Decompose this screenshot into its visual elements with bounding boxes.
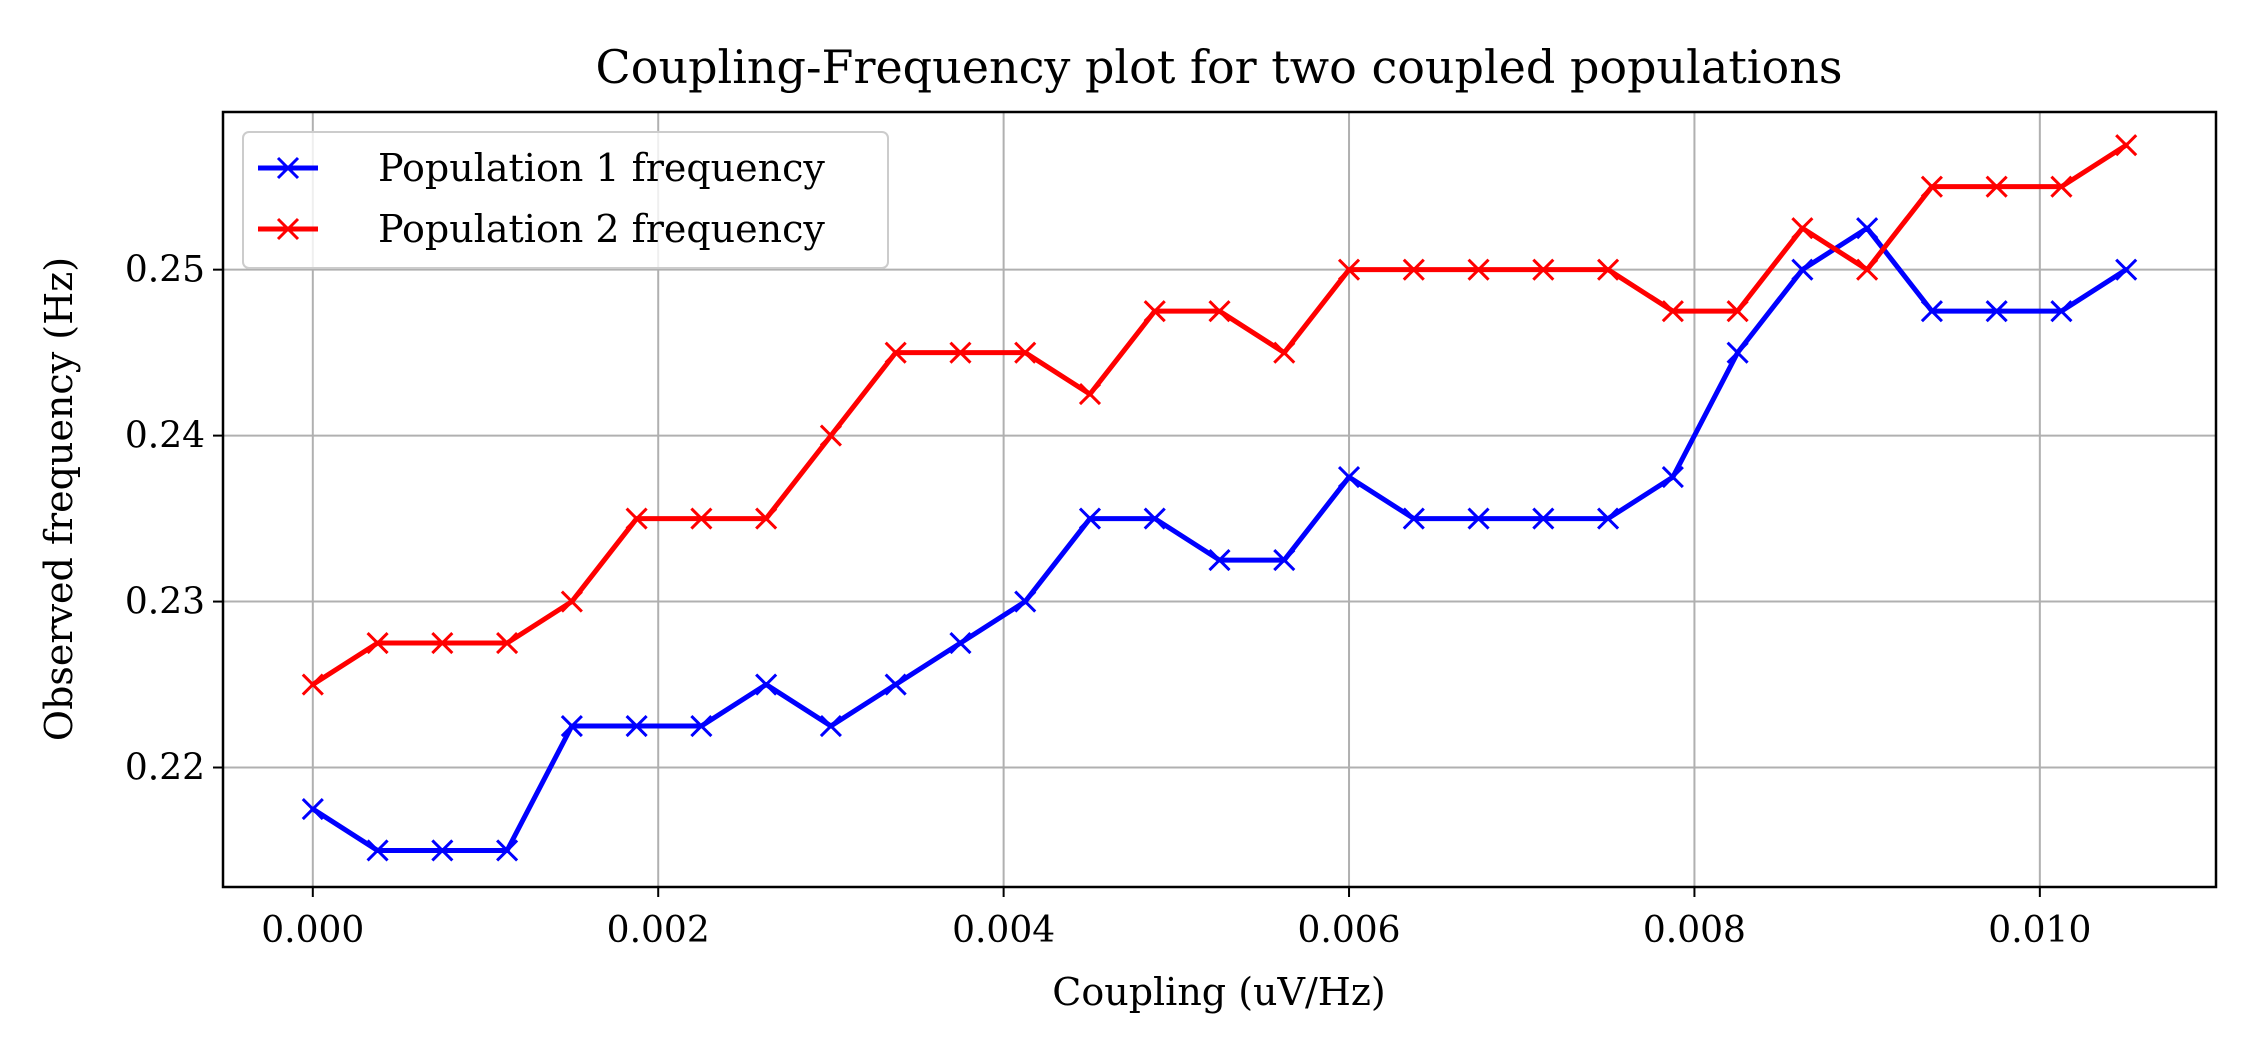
series-layer	[301, 134, 2138, 862]
data-point-marker	[1467, 258, 1490, 281]
x-tick-label: 0.000	[261, 910, 364, 951]
x-tick-label: 0.010	[1988, 910, 2091, 951]
data-point-marker	[301, 673, 324, 696]
data-point-marker	[755, 673, 778, 696]
data-point-marker	[1791, 258, 1814, 281]
data-point-marker	[1337, 466, 1361, 489]
data-point-marker	[1856, 217, 1879, 240]
data-point-marker	[2050, 175, 2073, 198]
data-point-marker	[2115, 134, 2138, 157]
data-point-marker	[1273, 341, 1296, 364]
y-axis-ticks: 0.22 0.23 0.24 0.25	[125, 250, 223, 789]
data-point-marker	[949, 341, 972, 364]
y-tick-label: 0.22	[125, 748, 205, 789]
data-point-marker	[884, 341, 907, 364]
data-point-marker	[819, 714, 842, 738]
y-tick-label: 0.25	[125, 250, 205, 291]
data-point-marker	[1532, 507, 1555, 530]
data-point-marker	[1597, 507, 1620, 530]
data-point-marker	[690, 714, 713, 738]
data-point-marker	[366, 631, 389, 655]
data-point-marker	[1791, 217, 1814, 240]
data-point-marker	[1143, 507, 1166, 530]
data-point-marker	[431, 839, 454, 862]
data-point-marker	[1402, 258, 1425, 281]
y-tick-label: 0.24	[125, 416, 205, 457]
data-point-marker	[1402, 507, 1425, 530]
x-axis-label: Coupling (uV/Hz)	[1052, 970, 1385, 1014]
data-point-marker	[625, 714, 648, 738]
data-point-marker	[1143, 300, 1166, 323]
data-point-marker	[625, 507, 648, 530]
data-point-marker	[2050, 300, 2073, 323]
data-point-marker	[1920, 300, 1943, 323]
y-axis-label: Observed frequency (Hz)	[37, 257, 81, 741]
chart-title: Coupling-Frequency plot for two coupled …	[596, 40, 1843, 94]
data-point-marker	[1467, 507, 1490, 530]
legend-label: Population 2 frequency	[378, 207, 825, 251]
data-point-marker	[819, 424, 842, 447]
data-point-marker	[1661, 466, 1684, 489]
grid-lines	[223, 112, 2216, 887]
data-point-marker	[1726, 300, 1749, 323]
data-point-marker	[1208, 549, 1231, 572]
data-point-marker	[1014, 341, 1037, 364]
data-point-marker	[1920, 175, 1943, 198]
data-point-marker	[560, 590, 583, 613]
legend-box	[242, 131, 889, 269]
legend-entry-2: Population 2 frequency	[258, 207, 825, 251]
data-point-marker	[301, 797, 324, 821]
legend-entry-1: Population 1 frequency	[258, 146, 825, 190]
data-point-marker	[1661, 300, 1684, 323]
legend-marker-swatch	[276, 217, 300, 241]
data-point-marker	[1078, 383, 1102, 406]
data-point-marker	[1337, 258, 1361, 281]
series-1	[301, 217, 2138, 862]
data-point-marker	[1597, 258, 1620, 281]
legend-label: Population 1 frequency	[378, 146, 825, 190]
x-tick-label: 0.004	[952, 910, 1055, 951]
data-point-marker	[2115, 258, 2138, 281]
plot-frame	[221, 110, 2218, 889]
data-point-marker	[1532, 258, 1555, 281]
data-point-marker	[690, 507, 713, 530]
series-2	[301, 134, 2138, 696]
data-point-marker	[884, 673, 907, 696]
data-point-marker	[431, 631, 454, 655]
legend: Population 1 frequency Population 2 frequ…	[242, 131, 889, 269]
data-point-marker	[755, 507, 778, 530]
data-point-marker	[496, 631, 519, 655]
y-tick-label: 0.23	[125, 582, 205, 623]
data-point-marker	[1078, 507, 1102, 530]
data-point-marker	[1726, 341, 1749, 364]
data-point-marker	[1985, 175, 2008, 198]
data-point-marker	[366, 839, 389, 862]
data-point-marker	[1014, 590, 1037, 613]
x-tick-label: 0.002	[607, 910, 710, 951]
data-point-marker	[496, 839, 519, 862]
x-axis-ticks: 0.000 0.002 0.004 0.006 0.008 0.010	[261, 887, 2091, 951]
x-tick-label: 0.006	[1297, 910, 1400, 951]
data-point-marker	[560, 714, 583, 738]
data-point-marker	[1208, 300, 1231, 323]
legend-marker-swatch	[276, 156, 300, 180]
data-point-marker	[1856, 258, 1879, 281]
data-point-marker	[1985, 300, 2008, 323]
data-point-marker	[949, 631, 972, 655]
data-point-marker	[1273, 549, 1296, 572]
x-tick-label: 0.008	[1643, 910, 1746, 951]
